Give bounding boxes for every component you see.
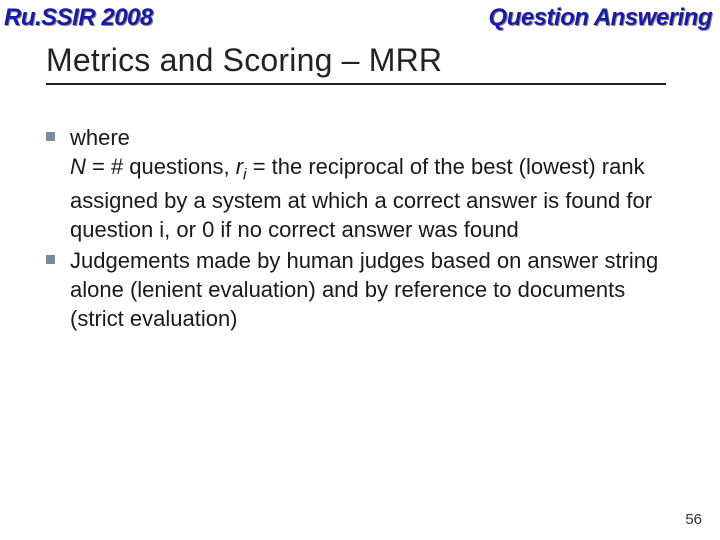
- bullet-text-part: N: [70, 154, 86, 179]
- bullet-item: where N = # questions, ri = the reciproc…: [70, 123, 676, 244]
- bullet-text-part: = # questions,: [86, 154, 236, 179]
- slide-title: Metrics and Scoring – MRR: [0, 32, 720, 83]
- content-area: where N = # questions, ri = the reciproc…: [0, 85, 720, 333]
- square-bullet-icon: [46, 255, 55, 264]
- page-number: 56: [685, 511, 702, 528]
- bullet-text-part: r: [236, 154, 243, 179]
- bullet-pre-text: where: [70, 125, 130, 150]
- header-bar: Ru.SSIR 2008 Question Answering: [0, 0, 720, 32]
- header-right-text: Question Answering: [489, 4, 712, 32]
- square-bullet-icon: [46, 132, 55, 141]
- bullet-text-part: Judgements made by human judges based on…: [70, 248, 658, 331]
- bullet-item: Judgements made by human judges based on…: [70, 246, 676, 333]
- header-left-text: Ru.SSIR 2008: [4, 4, 153, 32]
